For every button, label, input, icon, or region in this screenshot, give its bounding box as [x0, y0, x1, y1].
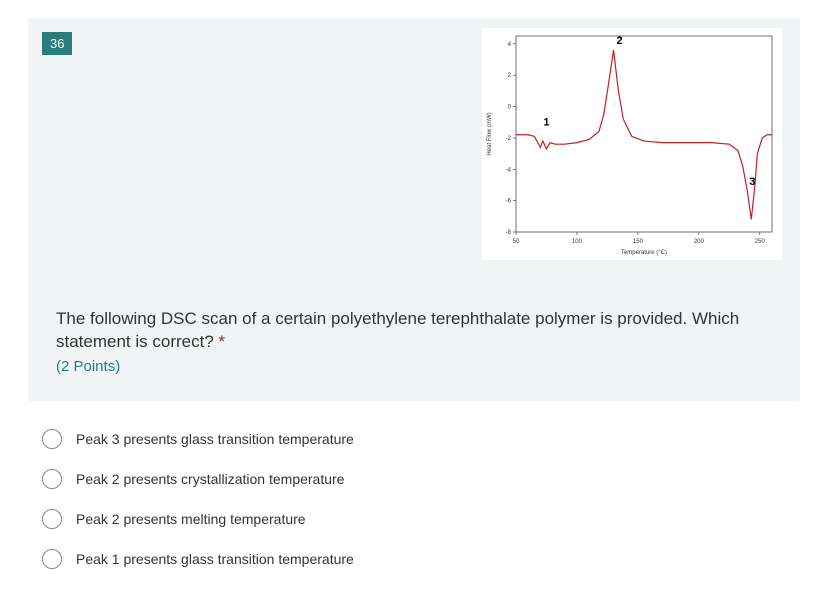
svg-text:100: 100 — [572, 239, 583, 245]
svg-text:-4: -4 — [506, 167, 512, 173]
options-list: Peak 3 presents glass transition tempera… — [42, 419, 828, 579]
svg-text:Temperature (°C): Temperature (°C) — [621, 250, 667, 256]
option-row[interactable]: Peak 3 presents glass transition tempera… — [42, 419, 828, 459]
radio-icon[interactable] — [42, 549, 62, 569]
question-card: 36 -8-6-4-202450100150200250Temperature … — [28, 18, 800, 401]
svg-text:-6: -6 — [506, 199, 512, 205]
dsc-chart-svg: -8-6-4-202450100150200250Temperature (°C… — [482, 28, 782, 260]
svg-text:250: 250 — [755, 239, 766, 245]
option-label: Peak 2 presents crystallization temperat… — [76, 471, 344, 487]
option-row[interactable]: Peak 2 presents crystallization temperat… — [42, 459, 828, 499]
option-row[interactable]: Peak 2 presents melting temperature — [42, 499, 828, 539]
svg-text:200: 200 — [694, 239, 705, 245]
svg-text:3: 3 — [749, 176, 755, 188]
question-line2: statement is correct? — [56, 332, 214, 351]
points-label: (2 Points) — [56, 358, 772, 375]
question-text: The following DSC scan of a certain poly… — [56, 308, 772, 354]
radio-icon[interactable] — [42, 469, 62, 489]
svg-text:50: 50 — [513, 239, 520, 245]
question-number-badge: 36 — [42, 32, 72, 55]
radio-icon[interactable] — [42, 509, 62, 529]
question-line1: The following DSC scan of a certain poly… — [56, 309, 739, 328]
option-label: Peak 2 presents melting temperature — [76, 511, 306, 527]
svg-text:150: 150 — [633, 239, 644, 245]
dsc-chart: -8-6-4-202450100150200250Temperature (°C… — [482, 28, 782, 260]
svg-text:Heat Flow (mW): Heat Flow (mW) — [487, 112, 493, 155]
svg-text:-8: -8 — [506, 230, 512, 236]
option-label: Peak 1 presents glass transition tempera… — [76, 551, 354, 567]
svg-text:1: 1 — [543, 116, 549, 128]
radio-icon[interactable] — [42, 429, 62, 449]
question-number: 36 — [50, 36, 64, 51]
option-label: Peak 3 presents glass transition tempera… — [76, 431, 354, 447]
required-star: * — [219, 332, 226, 351]
svg-text:2: 2 — [617, 35, 623, 47]
svg-text:-2: -2 — [506, 136, 512, 142]
option-row[interactable]: Peak 1 presents glass transition tempera… — [42, 539, 828, 579]
